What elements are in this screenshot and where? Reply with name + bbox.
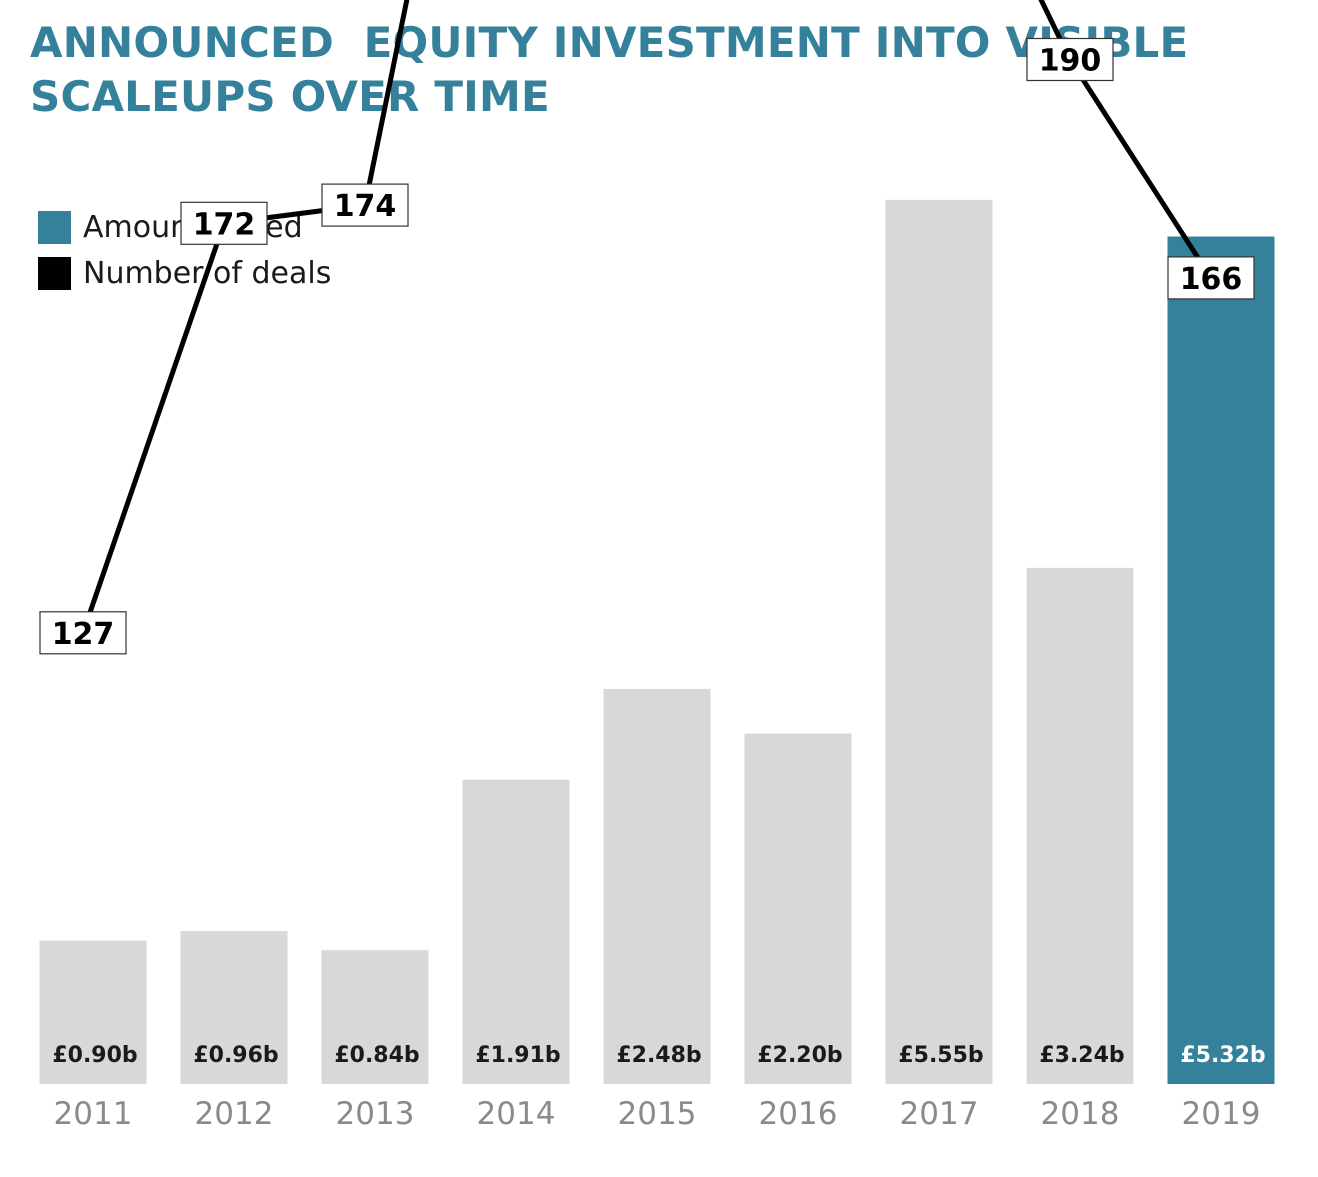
bar-2017 [885,199,993,1084]
bar-value-label-2015: £2.48b [616,1043,701,1068]
year-labels-layer: 2011 2012 2013 2014 2015 2016 2017 2018 2019 [54,1096,1261,1132]
bar-2015 [603,688,711,1084]
bar-value-label-2016: £2.20b [757,1043,842,1068]
x-tick-label-2015: 2015 [618,1096,697,1132]
x-tick-label-2013: 2013 [336,1096,415,1132]
deal-label-2013: 174 [334,189,397,224]
bar-value-label-2014: £1.91b [475,1043,560,1068]
x-tick-label-2016: 2016 [759,1096,838,1132]
bar-value-label-2011: £0.90b [52,1043,137,1068]
chart-title-line-2: SCALEUPS OVER TIME [30,72,550,121]
deal-label-box-2013 [321,183,409,227]
deal-label-2018: 190 [1039,44,1102,79]
x-tick-label-2011: 2011 [54,1096,133,1132]
deal-label-2011: 127 [52,617,115,652]
deal-labels-layer: 127172174250233221222190166 [39,37,1255,655]
deal-label-2012: 172 [193,207,256,242]
deal-label-box-2018 [1026,37,1114,82]
bar-2018 [1026,567,1134,1084]
bar-value-label-2012: £0.96b [193,1043,278,1068]
bar-value-label-2013: £0.84b [334,1043,419,1068]
bar-2011 [39,940,147,1084]
bar-2013 [321,950,429,1084]
deal-label-box-2019 [1167,256,1255,300]
bar-value-label-2018: £3.24b [1039,1043,1124,1068]
x-tick-label-2018: 2018 [1041,1096,1120,1132]
x-tick-label-2012: 2012 [195,1096,274,1132]
bar-value-label-2017: £5.55b [898,1043,983,1068]
x-tick-label-2014: 2014 [477,1096,556,1132]
bar-2014 [462,779,570,1084]
x-tick-label-2017: 2017 [900,1096,979,1132]
legend-swatch-amount-raised [38,210,71,244]
deal-label-box-2012 [180,201,268,245]
deal-label-2019: 166 [1180,262,1243,297]
deal-label-box-2011 [39,611,127,655]
bar-2019 [1167,236,1275,1085]
deals-line [80,0,1214,634]
x-tick-label-2019: 2019 [1182,1096,1261,1132]
deals-line-layer [80,0,1214,634]
bar-value-label-2019: £5.32b [1180,1043,1265,1068]
bar-2012 [180,931,288,1084]
bars-layer: £0.90b £0.96b £0.84b £1.91b £2.48b £2.20b £5.5… [39,199,1275,1085]
legend-swatch-number-of-deals [38,256,71,290]
bar-2016 [744,733,852,1084]
